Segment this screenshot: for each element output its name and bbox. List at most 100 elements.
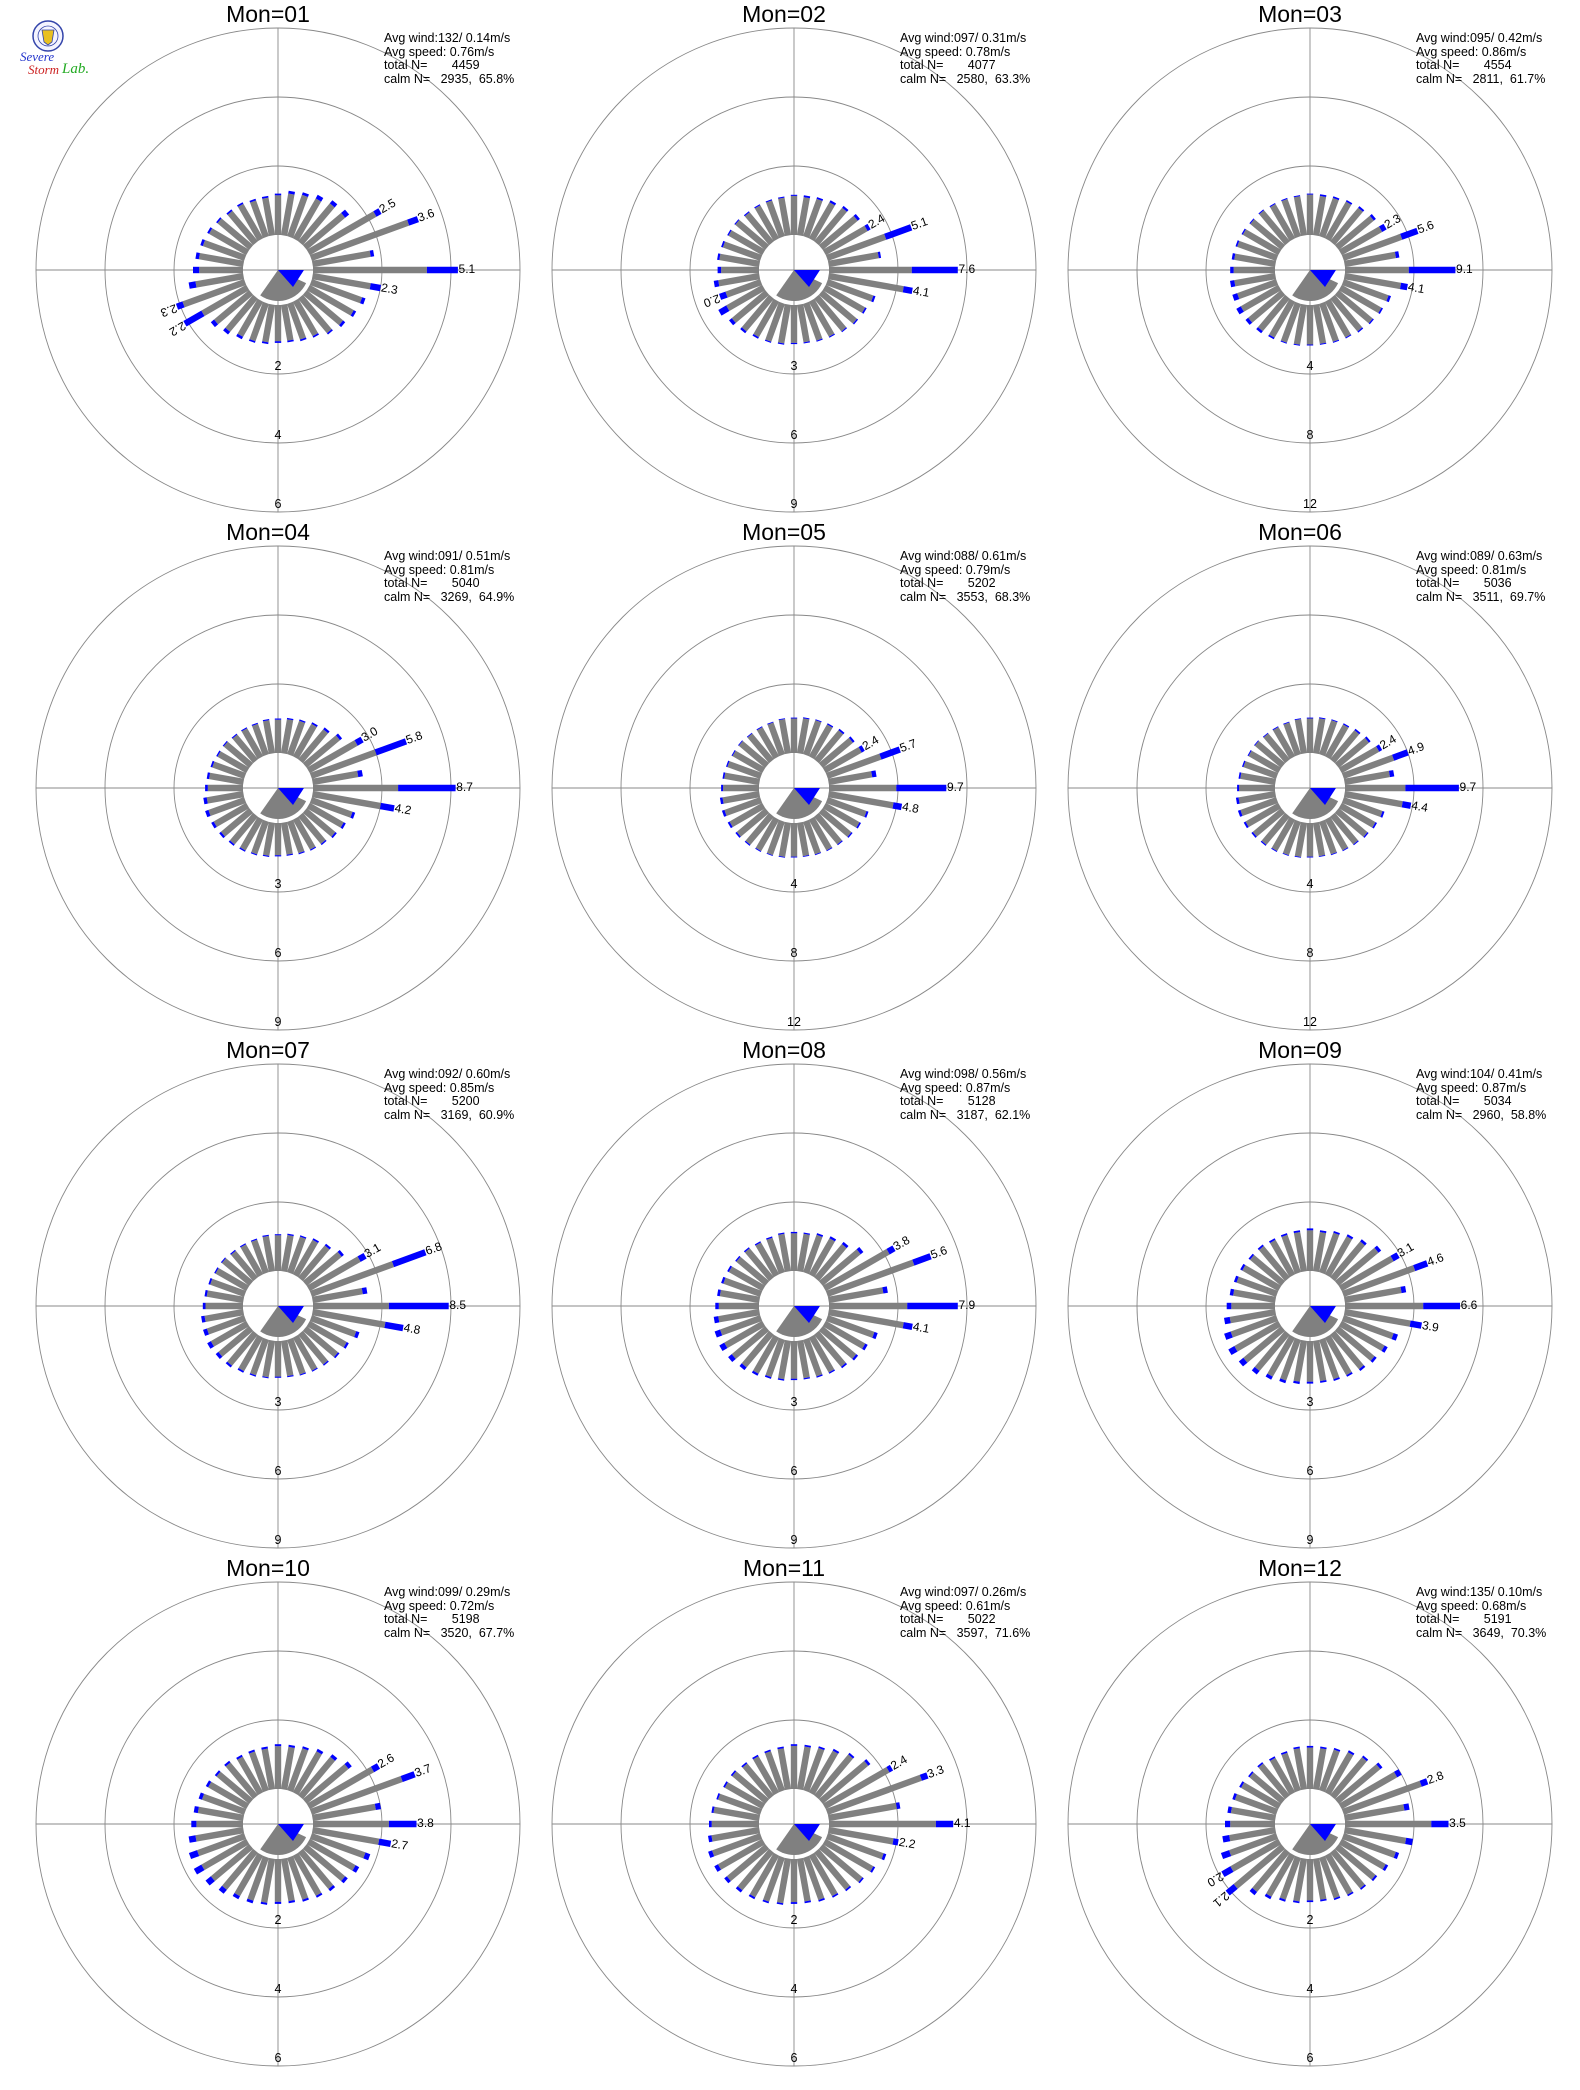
petal-gray xyxy=(726,284,766,311)
petal-gray xyxy=(778,1339,792,1380)
petal-gray xyxy=(724,772,761,786)
petal-blue xyxy=(250,1238,258,1242)
petal-blue xyxy=(214,1770,221,1777)
petal-gray xyxy=(755,816,780,852)
ring-scale-label: 4 xyxy=(275,428,282,442)
petal-gray xyxy=(712,1833,763,1857)
petal-blue xyxy=(200,239,205,247)
stat-line-avg-speed: Avg speed: 0.61m/s xyxy=(900,1598,1011,1613)
stat-line-avg-wind: Avg wind:091/ 0.51m/s xyxy=(384,549,511,563)
petal-gray xyxy=(803,1855,825,1901)
petal-gray xyxy=(249,1751,269,1793)
ring-scale-label: 2 xyxy=(275,1913,282,1927)
severe-storm-lab-logo: Severe Storm Lab. xyxy=(20,20,88,77)
petal-blue xyxy=(864,223,871,232)
petal-blue xyxy=(274,1376,282,1378)
petal-blue xyxy=(892,802,903,811)
petal-blue xyxy=(864,811,869,818)
petal-gray xyxy=(309,749,377,779)
petal-gray xyxy=(1293,196,1308,237)
petal-blue xyxy=(841,327,847,333)
panel-stats: Avg wind:088/ 0.61m/s Avg speed: 0.79m/s t… xyxy=(900,549,1031,604)
petal-gray xyxy=(718,1302,759,1310)
stat-line-total-n: total N= 5128 xyxy=(900,1094,996,1108)
petal-blue xyxy=(735,1255,741,1262)
stat-line-total-n: total N= 5040 xyxy=(384,576,480,590)
mean-wind-vector xyxy=(1310,270,1336,287)
petal-gray xyxy=(818,808,852,837)
petal-gray xyxy=(227,210,258,246)
petal-gray xyxy=(1345,1302,1424,1310)
petal-blue xyxy=(274,1744,282,1747)
petal-blue xyxy=(832,1748,840,1754)
petal-blue xyxy=(236,1754,243,1760)
petal-gray xyxy=(808,1238,835,1278)
petal-value-label: 4.1 xyxy=(912,1319,931,1336)
petal-blue xyxy=(205,809,211,818)
petal-blue xyxy=(852,318,859,325)
petal-gray xyxy=(822,284,866,313)
petal-value-label: 4.8 xyxy=(901,799,920,816)
petal-blue xyxy=(816,338,823,342)
petal-gray xyxy=(1330,1848,1365,1889)
petal-gray xyxy=(197,1833,247,1857)
petal-gray xyxy=(1334,737,1369,768)
petal-value-label: 2.3 xyxy=(380,280,399,297)
petal-gray xyxy=(727,761,763,779)
petal-blue xyxy=(1280,1751,1288,1755)
petal-gray xyxy=(311,272,371,290)
petal-gray xyxy=(814,730,844,764)
wind-rose-panel: 3.0 5.8 8.7 4.2 3 6 9 Mon=04 Avg wind:091/ 0.51m… xyxy=(8,518,528,1036)
petal-blue xyxy=(361,1287,368,1295)
petal-blue xyxy=(1386,295,1391,303)
petal-gray xyxy=(1280,1337,1301,1381)
petal-gray xyxy=(287,1748,309,1793)
petal-blue xyxy=(1320,1746,1327,1750)
petal-gray xyxy=(280,1235,294,1273)
petal-gray xyxy=(195,272,245,288)
petal-blue xyxy=(1224,1316,1231,1325)
petal-blue xyxy=(246,1898,254,1904)
petal-value-label: 4.2 xyxy=(394,801,413,818)
petal-blue xyxy=(1241,228,1246,235)
petal-blue xyxy=(193,1806,199,1814)
petal-blue xyxy=(210,319,219,328)
petal-blue xyxy=(1240,1263,1246,1271)
wind-rose-panel: 2.8 3.5 2.1 2.0 2 4 6 Mon=12 Avg wind:135/ 0.10m… xyxy=(1040,1554,1560,2072)
petal-blue xyxy=(323,727,330,734)
petal-blue xyxy=(1413,1260,1429,1272)
petal-blue xyxy=(816,1233,824,1237)
petal-gray xyxy=(1306,718,1314,753)
petal-blue xyxy=(1293,343,1301,346)
petal-gray xyxy=(1261,812,1290,845)
petal-gray xyxy=(724,1782,766,1810)
petal-gray xyxy=(1233,266,1275,274)
petal-gray xyxy=(1269,1757,1296,1796)
petal-gray xyxy=(1259,210,1290,246)
stat-line-avg-wind: Avg wind:135/ 0.10m/s xyxy=(1416,1585,1543,1599)
stat-line-avg-speed: Avg speed: 0.68m/s xyxy=(1416,1598,1527,1613)
petal-gray xyxy=(711,1820,759,1828)
mean-wind-vector xyxy=(278,270,304,287)
petal-blue xyxy=(1232,1793,1237,1801)
petal-blue xyxy=(274,341,282,343)
petal-gray xyxy=(827,790,894,809)
petal-blue xyxy=(1247,750,1252,757)
petal-blue xyxy=(398,784,456,792)
stat-line-calm-n: calm N= 3553, 68.3% xyxy=(900,589,1031,604)
petal-gray xyxy=(298,1756,336,1800)
petal-gray xyxy=(1234,272,1277,287)
petal-blue xyxy=(1249,218,1255,224)
petal-blue xyxy=(363,1852,371,1861)
petal-gray xyxy=(790,195,798,235)
petal-gray xyxy=(766,819,785,856)
petal-blue xyxy=(724,1876,731,1884)
petal-blue xyxy=(790,1378,798,1381)
petal-gray xyxy=(827,1287,884,1304)
petal-gray xyxy=(306,284,354,316)
petal-blue xyxy=(862,307,867,314)
petal-gray xyxy=(261,1857,276,1903)
petal-blue xyxy=(354,1331,360,1339)
